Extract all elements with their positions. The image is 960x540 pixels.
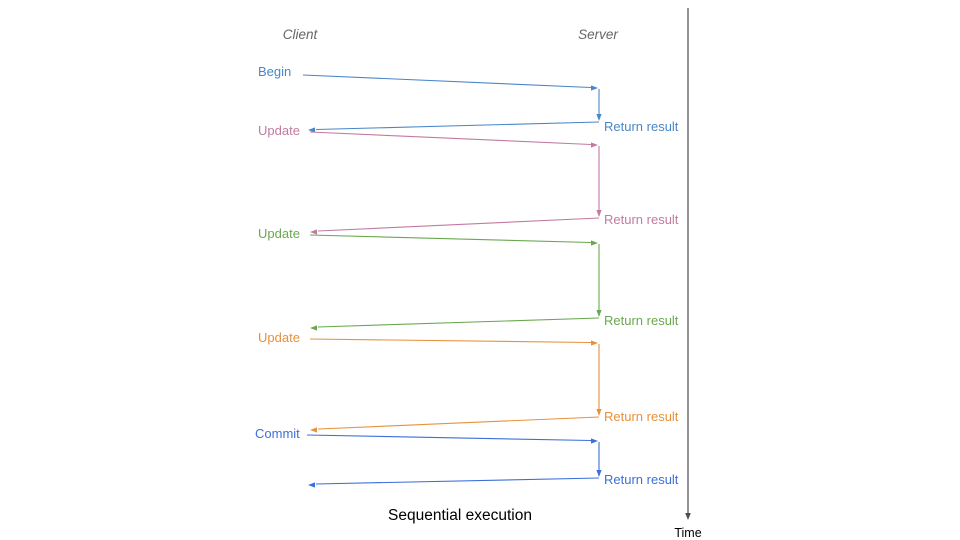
return-arrowhead xyxy=(308,127,315,133)
server-processing-arrowhead xyxy=(596,114,602,121)
message-label: Update xyxy=(258,330,300,345)
diagram-title: Sequential execution xyxy=(388,507,532,524)
message-update-2: Update Return result xyxy=(258,226,679,331)
request-arrow-line xyxy=(309,338,592,344)
request-arrow-line xyxy=(309,234,592,244)
return-arrow-line xyxy=(317,217,600,232)
return-arrowhead xyxy=(308,482,315,488)
request-arrowhead xyxy=(591,240,598,246)
server-processing-arrowhead xyxy=(596,310,602,317)
message-label: Update xyxy=(258,226,300,241)
return-arrowhead xyxy=(310,427,317,433)
return-arrowhead xyxy=(310,325,317,331)
return-result-label: Return result xyxy=(604,409,679,424)
return-result-label: Return result xyxy=(604,212,679,227)
server-processing-arrowhead xyxy=(596,470,602,477)
message-label: Update xyxy=(258,123,300,138)
message-begin: Begin Return result xyxy=(258,64,679,134)
request-arrow-line xyxy=(309,131,592,146)
return-arrow-line xyxy=(315,121,600,131)
message-label: Begin xyxy=(258,64,291,79)
return-arrowhead xyxy=(310,229,317,235)
request-arrowhead xyxy=(591,142,598,148)
request-arrowhead xyxy=(591,340,598,346)
return-arrow-line xyxy=(317,317,600,328)
return-result-label: Return result xyxy=(604,472,679,487)
message-label: Commit xyxy=(255,426,300,441)
time-axis-label: Time xyxy=(674,526,701,540)
message-update-3: Update Return result xyxy=(258,330,679,433)
message-update-1: Update Return result xyxy=(258,123,679,235)
time-axis-arrowhead xyxy=(685,513,691,520)
client-column-header: Client xyxy=(283,27,319,42)
request-arrow-line xyxy=(306,434,592,442)
server-column-header: Server xyxy=(578,27,618,42)
request-arrowhead xyxy=(591,85,598,91)
time-axis: Time xyxy=(674,8,702,540)
server-processing-arrowhead xyxy=(596,409,602,416)
return-result-label: Return result xyxy=(604,313,679,328)
return-arrow-line xyxy=(315,477,600,485)
return-arrow-line xyxy=(317,416,600,430)
request-arrow-line xyxy=(302,74,592,89)
message-commit: Commit Return result xyxy=(255,426,679,488)
return-result-label: Return result xyxy=(604,119,679,134)
server-processing-arrowhead xyxy=(596,210,602,217)
request-arrowhead xyxy=(591,438,598,444)
